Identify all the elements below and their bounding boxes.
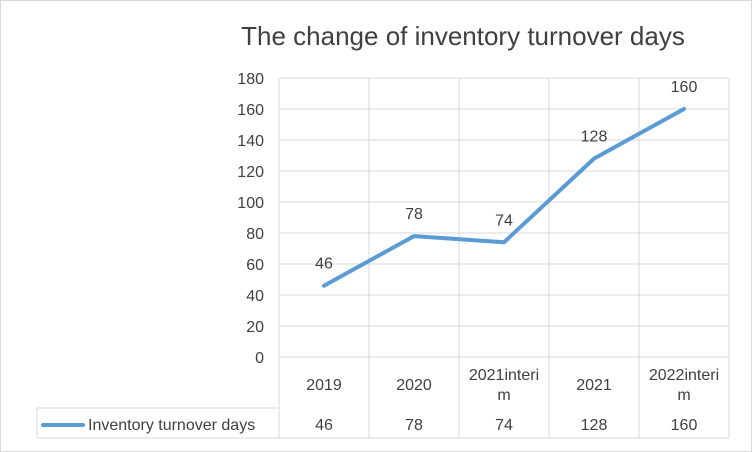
table-value: 74	[495, 417, 513, 434]
x-tick-label: m	[497, 387, 510, 404]
x-tick-label: 2020	[396, 377, 432, 394]
table-value: 128	[581, 417, 608, 434]
x-tick-label: 2021interi	[469, 367, 539, 384]
y-tick-label: 40	[246, 288, 264, 305]
data-label: 46	[315, 256, 333, 273]
y-tick-label: 160	[237, 102, 264, 119]
table-value: 46	[315, 417, 333, 434]
y-tick-label: 80	[246, 226, 264, 243]
y-tick-label: 120	[237, 164, 264, 181]
data-labels: 46 78 74 128 160	[315, 79, 697, 273]
y-tick-label: 100	[237, 195, 264, 212]
y-tick-label: 0	[255, 350, 264, 367]
y-tick-label: 20	[246, 319, 264, 336]
series-lines	[322, 107, 686, 288]
gridlines	[279, 77, 729, 358]
data-table: 2019 2020 2021interi m 2021 2022interi m Invent…	[36, 78, 730, 439]
table-value: 78	[405, 417, 423, 434]
y-tick-label: 140	[237, 133, 264, 150]
x-tick-label: m	[677, 387, 690, 404]
x-tick-label: 2019	[306, 377, 342, 394]
x-tick-label: 2022interi	[649, 367, 719, 384]
table-value: 160	[671, 417, 698, 434]
x-tick-label: 2021	[576, 377, 612, 394]
legend-entry: Inventory turnover days	[88, 417, 255, 434]
data-label: 128	[581, 129, 608, 146]
y-axis-tick-labels: 0 20 40 60 80 100 120 140 160 180	[237, 71, 264, 367]
data-label: 74	[495, 212, 513, 229]
data-label: 160	[671, 79, 698, 96]
data-label: 78	[405, 206, 423, 223]
y-tick-label: 180	[237, 71, 264, 88]
chart-title: The change of inventory turnover days	[241, 21, 685, 51]
y-tick-label: 60	[246, 257, 264, 274]
